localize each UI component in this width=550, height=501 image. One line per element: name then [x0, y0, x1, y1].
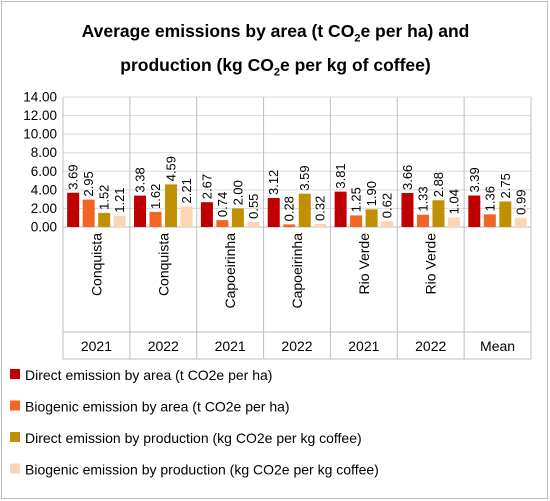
y-tick-label: 4.00 — [31, 182, 57, 197]
bar — [180, 206, 193, 227]
data-label: 2.88 — [431, 172, 446, 197]
data-label: 2.00 — [230, 180, 245, 205]
data-label: 0.32 — [313, 196, 328, 221]
data-label: 2.95 — [81, 171, 96, 196]
data-label: 4.59 — [164, 156, 179, 181]
chart-title-line-1: Average emissions by area (t CO2e per ha… — [81, 21, 470, 45]
category-label: Rio Verde — [356, 233, 372, 295]
data-label: 1.33 — [415, 186, 430, 211]
category-label: Capoeirinha — [289, 233, 305, 309]
bar — [149, 211, 162, 227]
data-label: 3.59 — [297, 165, 312, 190]
bar — [231, 208, 244, 227]
data-label: 1.21 — [112, 187, 127, 212]
bar — [98, 212, 111, 227]
bar — [447, 217, 460, 227]
group-label: 2022 — [148, 338, 179, 354]
data-label: 1.04 — [446, 189, 461, 214]
bar — [365, 209, 378, 227]
data-label: 1.25 — [349, 187, 364, 212]
bar — [298, 193, 311, 227]
legend-swatch — [10, 369, 20, 379]
data-label: 0.28 — [282, 196, 297, 221]
category-label: Rio Verde — [423, 233, 439, 295]
bar — [514, 217, 527, 227]
legend-label: Biogenic emission by area (t CO2e per ha… — [25, 399, 290, 415]
legend-swatch — [10, 463, 20, 474]
bar — [468, 195, 481, 227]
bar — [267, 198, 280, 227]
bar — [283, 224, 296, 227]
category-label: Conquista — [88, 233, 104, 296]
category-label: Capoeirinha — [222, 233, 238, 309]
bar — [247, 221, 260, 227]
bar — [314, 224, 327, 227]
y-tick-label: 14.00 — [23, 90, 57, 105]
data-label: 3.39 — [467, 167, 482, 192]
data-label: 0.99 — [513, 189, 528, 214]
data-label: 0.62 — [380, 193, 395, 218]
y-tick-label: 12.00 — [23, 108, 57, 123]
bar — [350, 215, 363, 227]
bar — [216, 220, 229, 227]
legend-label: Biogenic emission by production (kg CO2e… — [25, 462, 379, 478]
bar — [82, 199, 95, 227]
group-label: 2022 — [415, 338, 446, 354]
y-tick-label: 6.00 — [31, 164, 57, 179]
data-label: 1.36 — [482, 186, 497, 211]
bar — [483, 214, 496, 227]
data-label: 1.52 — [97, 185, 112, 210]
y-tick-label: 0.00 — [31, 220, 57, 235]
data-label: 1.90 — [364, 181, 379, 206]
data-label: 2.75 — [498, 173, 513, 198]
bar — [381, 221, 394, 227]
data-label: 3.12 — [266, 170, 281, 195]
chart-title: Average emissions by area (t CO2e per ha… — [2, 18, 549, 85]
bar — [401, 193, 414, 227]
data-label: 3.69 — [66, 164, 81, 189]
y-tick-label: 8.00 — [31, 145, 57, 160]
data-label: 3.66 — [400, 165, 415, 190]
data-label: 0.74 — [215, 192, 230, 217]
y-tick-label: 10.00 — [23, 127, 57, 142]
data-label: 2.67 — [199, 174, 214, 199]
category-label: Conquista — [155, 233, 171, 296]
legend-swatch — [10, 432, 20, 442]
data-label: 0.55 — [246, 194, 261, 219]
y-tick-label: 2.00 — [31, 201, 57, 216]
bar — [67, 192, 80, 227]
data-label: 2.21 — [179, 178, 194, 203]
bar — [165, 184, 178, 227]
group-label: Mean — [480, 338, 515, 354]
group-label: 2021 — [81, 338, 112, 354]
legend-label: Direct emission by area (t CO2e per ha) — [25, 367, 272, 383]
chart-title-line-2: production (kg CO2e per kg of coffee) — [120, 54, 431, 79]
bar — [334, 191, 347, 227]
bar — [499, 201, 512, 227]
bar — [200, 202, 213, 227]
group-label: 2022 — [281, 338, 312, 354]
bar — [432, 200, 445, 227]
bar — [134, 195, 147, 227]
legend-swatch — [10, 400, 20, 411]
data-label: 1.62 — [148, 184, 163, 209]
data-label: 3.38 — [133, 167, 148, 192]
group-label: 2021 — [348, 338, 379, 354]
data-label: 3.81 — [333, 163, 348, 188]
bar — [113, 215, 126, 227]
legend-label: Direct emission by production (kg CO2e p… — [25, 430, 362, 446]
bar — [416, 214, 429, 227]
group-label: 2021 — [215, 338, 246, 354]
